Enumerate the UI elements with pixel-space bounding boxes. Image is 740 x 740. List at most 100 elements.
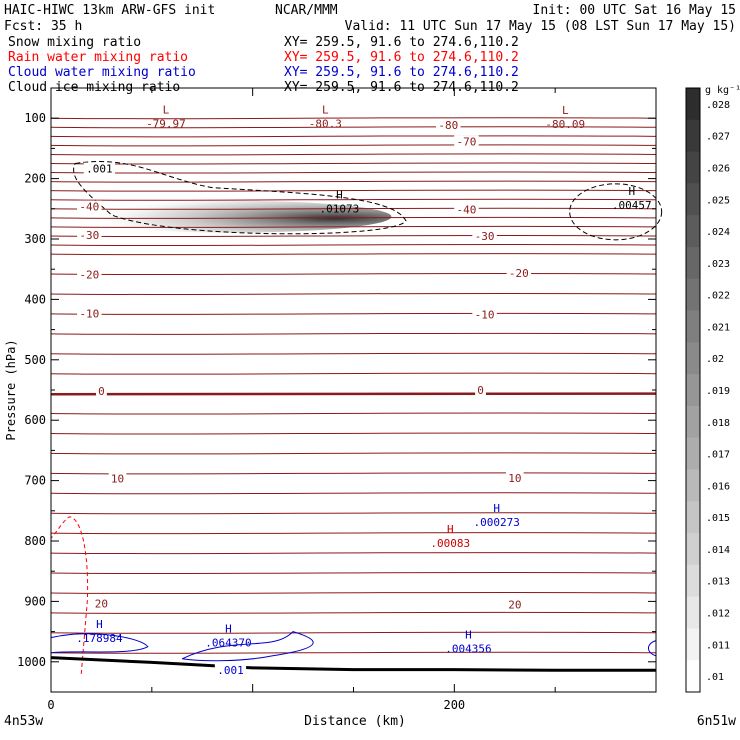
colorbar-label: .01	[706, 672, 724, 683]
isotherm-line	[50, 253, 657, 256]
colorbar-label: .022	[706, 291, 730, 302]
cloud-water-max-value: .064370	[205, 637, 251, 650]
rain-water-contour	[50, 516, 89, 674]
isotherm-line	[50, 412, 657, 415]
colorbar-swatch	[686, 405, 700, 439]
isotherm-label: -20	[509, 267, 529, 280]
colorbar-unit: g kg⁻¹	[705, 85, 740, 96]
x-end-label: 6n51w	[697, 714, 736, 729]
isotherm-line	[50, 234, 657, 238]
colorbar-swatch	[686, 88, 700, 121]
colorbar-swatch	[686, 660, 700, 693]
isotherm-line	[50, 198, 657, 201]
colorbar-frame	[685, 87, 701, 693]
colorbar-label: .027	[706, 132, 730, 143]
isotherm-label-bg	[77, 229, 102, 242]
field-name: Cloud water mixing ratio	[8, 65, 196, 80]
colorbar-label: .015	[706, 513, 730, 524]
isotherm-label: 10	[508, 472, 521, 485]
colorbar-swatch	[686, 374, 700, 407]
temperature-low-marker: L	[562, 104, 569, 117]
colorbar-swatch	[686, 628, 700, 661]
isotherm-label-bg	[506, 267, 532, 281]
isotherm-label: 20	[508, 599, 521, 612]
colorbar-swatch	[686, 310, 700, 343]
cloud-ice-contour-label: .001	[86, 163, 113, 176]
freezing-level-line	[50, 392, 657, 396]
y-tick-label: 900	[24, 594, 46, 608]
cloud-water-contour-label-bg	[214, 663, 247, 677]
isotherm-line	[50, 272, 657, 276]
isotherm-line	[50, 144, 657, 147]
colorbar-swatch	[686, 278, 700, 312]
isotherm-label: 20	[95, 597, 108, 610]
cloud-ice-contour	[73, 161, 407, 235]
x-tick-label: 0	[47, 698, 54, 712]
colorbar-label: .017	[706, 450, 730, 461]
isotherm-line	[50, 189, 657, 192]
isotherm-label-bg	[475, 384, 486, 398]
isotherm-line	[50, 651, 657, 654]
y-tick-label: 400	[24, 292, 46, 306]
isotherm-line	[50, 611, 657, 614]
isotherm-line	[50, 631, 657, 634]
cloud-water-max-value: .004356	[445, 643, 491, 656]
x-tick-label: 200	[443, 698, 465, 712]
snow-contour	[569, 183, 663, 241]
colorbar: .028 .027 .026 .025 .024 .023 .022 .021 .02 .019.…	[685, 87, 730, 693]
org-title: NCAR/MMM	[275, 3, 338, 18]
cloud-ice-max-value: .01073	[320, 202, 360, 215]
isotherm-line	[50, 472, 657, 475]
colorbar-swatch	[686, 437, 700, 470]
isotherm-label-bg	[96, 384, 107, 398]
isotherm-label-bg	[92, 597, 111, 611]
snow-max-value: .00457	[612, 199, 652, 212]
colorbar-label: .028	[706, 100, 730, 111]
colorbar-label: .013	[706, 577, 730, 588]
isotherm-line	[50, 243, 657, 247]
isotherm-label-bg	[454, 135, 479, 149]
isotherm-line	[50, 512, 657, 515]
isotherm-line	[50, 216, 657, 219]
colorbar-swatch	[686, 246, 700, 280]
isotherm-line	[50, 225, 657, 228]
colorbar-swatch	[686, 119, 700, 153]
cloud-ice-contour-label-bg	[83, 162, 116, 176]
isotherm-label-bg	[506, 598, 524, 612]
isotherm-line	[50, 135, 657, 138]
cloud-ice-max-marker: H	[336, 188, 343, 201]
isotherm-line	[50, 312, 657, 315]
isotherm-label-bg	[77, 200, 102, 214]
isotherm-line	[50, 591, 657, 595]
isotherm-line	[50, 162, 657, 165]
isotherm-label: -10	[475, 309, 495, 322]
plot-frame	[50, 87, 657, 693]
colorbar-swatch	[686, 342, 700, 375]
isotherm-line	[50, 126, 657, 129]
colorbar-label: .021	[706, 322, 730, 333]
colorbar-swatch	[686, 469, 700, 502]
isotherm-line	[50, 452, 657, 455]
isotherm-line	[50, 117, 657, 120]
colorbar-swatch	[686, 151, 700, 184]
isotherm-label: -30	[475, 230, 495, 243]
y-tick-label: 100	[24, 111, 46, 125]
isotherm-label: -20	[79, 268, 99, 281]
colorbar-swatch	[686, 215, 700, 248]
cloud-water-max-marker: H	[96, 618, 103, 631]
y-axis-title: Pressure (hPa)	[4, 339, 18, 440]
model-title: HAIC-HIWC 13km ARW-GFS init	[4, 3, 215, 18]
colorbar-label: .011	[706, 640, 730, 651]
y-tick-label: 800	[24, 534, 46, 548]
isotherm-label-bg	[436, 119, 461, 133]
isotherm-line	[50, 292, 657, 296]
isotherm-label: -80	[438, 119, 458, 132]
cloud-water-contour	[50, 633, 149, 654]
field-xy: XY= 259.5, 91.6 to 274.6,110.2	[284, 50, 519, 65]
cloud-water-contour-label: .001	[217, 664, 244, 677]
y-tick-label: 200	[24, 172, 46, 186]
valid-time: Valid: 11 UTC Sun 17 May 15 (08 LST Sun …	[345, 19, 736, 34]
colorbar-label: .024	[706, 227, 730, 238]
y-tick-label: 1000	[17, 655, 46, 669]
